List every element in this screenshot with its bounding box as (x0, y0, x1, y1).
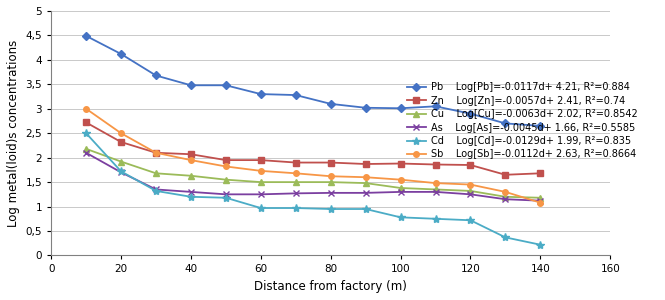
Log[As]=-0.0045d+ 1.66, R²=0.5585 (222, 193, 230, 196)
Log[Zn]=-0.0057d+ 2.41, R²=0.74 (537, 172, 545, 175)
Log[Zn]=-0.0057d+ 2.41, R²=0.74 (222, 158, 230, 162)
Log[As]=-0.0045d+ 1.66, R²=0.5585 (152, 188, 160, 191)
Log[As]=-0.0045d+ 1.66, R²=0.5585 (501, 197, 509, 201)
Line: Log[As]=-0.0045d+ 1.66, R²=0.5585: Log[As]=-0.0045d+ 1.66, R²=0.5585 (82, 149, 544, 204)
Log[Cu]=-0.0063d+ 2.02, R²=0.8542 (117, 160, 125, 164)
Log[Sb]=-0.0112d+ 2.63, R²=0.8664 (152, 151, 160, 154)
Log[Sb]=-0.0112d+ 2.63, R²=0.8664 (501, 190, 509, 194)
Log[Pb]=-0.0117d+ 4.21, R²=0.884 (396, 106, 404, 110)
Log[Zn]=-0.0057d+ 2.41, R²=0.74 (327, 161, 334, 164)
Log[Zn]=-0.0057d+ 2.41, R²=0.74 (362, 162, 370, 166)
Log[Pb]=-0.0117d+ 4.21, R²=0.884 (222, 83, 230, 87)
Log[As]=-0.0045d+ 1.66, R²=0.5585 (257, 193, 265, 196)
Log[Pb]=-0.0117d+ 4.21, R²=0.884 (362, 106, 370, 110)
Log[Cd]=-0.0129d+ 1.99, R²=0.835 (292, 206, 300, 210)
Log[Sb]=-0.0112d+ 2.63, R²=0.8664 (117, 131, 125, 135)
Log[Cd]=-0.0129d+ 1.99, R²=0.835 (327, 207, 334, 211)
Log[As]=-0.0045d+ 1.66, R²=0.5585 (466, 193, 474, 196)
Log[Cd]=-0.0129d+ 1.99, R²=0.835 (362, 207, 370, 211)
Log[Cd]=-0.0129d+ 1.99, R²=0.835 (501, 236, 509, 239)
Log[Cd]=-0.0129d+ 1.99, R²=0.835 (537, 243, 545, 247)
Log[Sb]=-0.0112d+ 2.63, R²=0.8664 (466, 183, 474, 186)
Log[Cu]=-0.0063d+ 2.02, R²=0.8542 (82, 147, 90, 151)
Log[Cd]=-0.0129d+ 1.99, R²=0.835 (432, 217, 440, 220)
Log[Zn]=-0.0057d+ 2.41, R²=0.74 (82, 121, 90, 124)
Log[Pb]=-0.0117d+ 4.21, R²=0.884 (292, 93, 300, 97)
Log[Cu]=-0.0063d+ 2.02, R²=0.8542 (501, 195, 509, 199)
Log[Zn]=-0.0057d+ 2.41, R²=0.74 (152, 151, 160, 154)
Log[Cd]=-0.0129d+ 1.99, R²=0.835 (117, 169, 125, 173)
Log[As]=-0.0045d+ 1.66, R²=0.5585 (396, 190, 404, 194)
Log[Sb]=-0.0112d+ 2.63, R²=0.8664 (292, 172, 300, 175)
Log[Sb]=-0.0112d+ 2.63, R²=0.8664 (432, 181, 440, 185)
Log[Cu]=-0.0063d+ 2.02, R²=0.8542 (466, 189, 474, 193)
Y-axis label: Log metal(loid)s concentrations: Log metal(loid)s concentrations (7, 40, 20, 227)
Log[Cd]=-0.0129d+ 1.99, R²=0.835 (396, 215, 404, 219)
X-axis label: Distance from factory (m): Distance from factory (m) (254, 280, 407, 293)
Log[Cu]=-0.0063d+ 2.02, R²=0.8542 (152, 172, 160, 175)
Log[Cu]=-0.0063d+ 2.02, R²=0.8542 (222, 178, 230, 181)
Log[As]=-0.0045d+ 1.66, R²=0.5585 (117, 170, 125, 174)
Log[Zn]=-0.0057d+ 2.41, R²=0.74 (396, 162, 404, 165)
Log[Sb]=-0.0112d+ 2.63, R²=0.8664 (537, 201, 545, 205)
Log[As]=-0.0045d+ 1.66, R²=0.5585 (432, 190, 440, 194)
Line: Log[Pb]=-0.0117d+ 4.21, R²=0.884: Log[Pb]=-0.0117d+ 4.21, R²=0.884 (83, 33, 543, 129)
Log[Sb]=-0.0112d+ 2.63, R²=0.8664 (187, 158, 195, 162)
Log[Cd]=-0.0129d+ 1.99, R²=0.835 (187, 195, 195, 199)
Log[As]=-0.0045d+ 1.66, R²=0.5585 (327, 191, 334, 195)
Log[Cd]=-0.0129d+ 1.99, R²=0.835 (257, 206, 265, 210)
Line: Log[Sb]=-0.0112d+ 2.63, R²=0.8664: Log[Sb]=-0.0112d+ 2.63, R²=0.8664 (83, 106, 543, 206)
Log[Cu]=-0.0063d+ 2.02, R²=0.8542 (537, 196, 545, 200)
Log[Zn]=-0.0057d+ 2.41, R²=0.74 (292, 161, 300, 164)
Log[Zn]=-0.0057d+ 2.41, R²=0.74 (466, 163, 474, 167)
Log[As]=-0.0045d+ 1.66, R²=0.5585 (362, 191, 370, 195)
Log[Zn]=-0.0057d+ 2.41, R²=0.74 (257, 158, 265, 162)
Log[Pb]=-0.0117d+ 4.21, R²=0.884 (501, 122, 509, 125)
Log[Sb]=-0.0112d+ 2.63, R²=0.8664 (327, 174, 334, 178)
Log[Pb]=-0.0117d+ 4.21, R²=0.884 (82, 34, 90, 38)
Log[Sb]=-0.0112d+ 2.63, R²=0.8664 (362, 176, 370, 179)
Log[Cu]=-0.0063d+ 2.02, R²=0.8542 (292, 180, 300, 184)
Line: Log[Cd]=-0.0129d+ 1.99, R²=0.835: Log[Cd]=-0.0129d+ 1.99, R²=0.835 (82, 129, 545, 249)
Log[Pb]=-0.0117d+ 4.21, R²=0.884 (327, 102, 334, 106)
Log[Cu]=-0.0063d+ 2.02, R²=0.8542 (396, 186, 404, 190)
Log[Sb]=-0.0112d+ 2.63, R²=0.8664 (82, 107, 90, 111)
Log[Zn]=-0.0057d+ 2.41, R²=0.74 (187, 152, 195, 156)
Log[Sb]=-0.0112d+ 2.63, R²=0.8664 (396, 178, 404, 181)
Log[Pb]=-0.0117d+ 4.21, R²=0.884 (466, 112, 474, 116)
Log[Cu]=-0.0063d+ 2.02, R²=0.8542 (362, 181, 370, 185)
Log[Pb]=-0.0117d+ 4.21, R²=0.884 (257, 92, 265, 96)
Log[Cd]=-0.0129d+ 1.99, R²=0.835 (152, 189, 160, 193)
Line: Log[Cu]=-0.0063d+ 2.02, R²=0.8542: Log[Cu]=-0.0063d+ 2.02, R²=0.8542 (83, 146, 543, 200)
Line: Log[Zn]=-0.0057d+ 2.41, R²=0.74: Log[Zn]=-0.0057d+ 2.41, R²=0.74 (83, 120, 543, 178)
Log[As]=-0.0045d+ 1.66, R²=0.5585 (537, 199, 545, 202)
Log[Zn]=-0.0057d+ 2.41, R²=0.74 (501, 173, 509, 177)
Log[Pb]=-0.0117d+ 4.21, R²=0.884 (187, 83, 195, 87)
Log[Cu]=-0.0063d+ 2.02, R²=0.8542 (187, 174, 195, 178)
Log[Pb]=-0.0117d+ 4.21, R²=0.884 (117, 52, 125, 56)
Log[Sb]=-0.0112d+ 2.63, R²=0.8664 (222, 165, 230, 168)
Log[Pb]=-0.0117d+ 4.21, R²=0.884 (152, 74, 160, 77)
Log[Cd]=-0.0129d+ 1.99, R²=0.835 (466, 218, 474, 222)
Legend: Pb    Log[Pb]=-0.0117d+ 4.21, R²=0.884, Zn    Log[Zn]=-0.0057d+ 2.41, R²=0.74, C: Pb Log[Pb]=-0.0117d+ 4.21, R²=0.884, Zn … (402, 79, 642, 164)
Log[Cu]=-0.0063d+ 2.02, R²=0.8542 (432, 188, 440, 191)
Log[As]=-0.0045d+ 1.66, R²=0.5585 (292, 192, 300, 195)
Log[As]=-0.0045d+ 1.66, R²=0.5585 (82, 151, 90, 154)
Log[Zn]=-0.0057d+ 2.41, R²=0.74 (432, 163, 440, 166)
Log[Cu]=-0.0063d+ 2.02, R²=0.8542 (257, 180, 265, 184)
Log[As]=-0.0045d+ 1.66, R²=0.5585 (187, 190, 195, 194)
Log[Cd]=-0.0129d+ 1.99, R²=0.835 (222, 196, 230, 200)
Log[Zn]=-0.0057d+ 2.41, R²=0.74 (117, 140, 125, 144)
Log[Pb]=-0.0117d+ 4.21, R²=0.884 (432, 104, 440, 108)
Log[Cd]=-0.0129d+ 1.99, R²=0.835 (82, 131, 90, 135)
Log[Pb]=-0.0117d+ 4.21, R²=0.884 (537, 124, 545, 128)
Log[Sb]=-0.0112d+ 2.63, R²=0.8664 (257, 169, 265, 173)
Log[Cu]=-0.0063d+ 2.02, R²=0.8542 (327, 180, 334, 184)
